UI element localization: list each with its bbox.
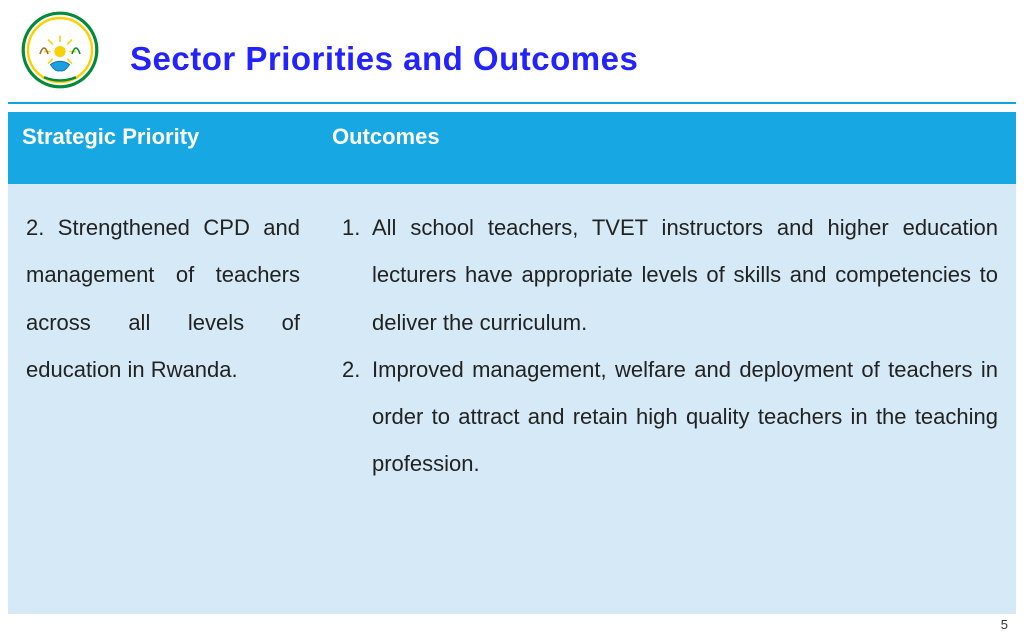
table-header-outcomes: Outcomes (318, 112, 1016, 184)
column-priority: Strategic Priority 2. Strengthened CPD a… (8, 112, 318, 614)
table-cell-priority: 2. Strengthened CPD and management of te… (8, 184, 318, 614)
list-item: All school teachers, TVET instructors an… (366, 204, 998, 346)
priorities-table: Strategic Priority 2. Strengthened CPD a… (8, 112, 1016, 614)
page-title: Sector Priorities and Outcomes (130, 40, 1004, 78)
title-container: Sector Priorities and Outcomes (130, 22, 1004, 78)
page-number: 5 (1001, 617, 1008, 632)
outcomes-list: All school teachers, TVET instructors an… (336, 204, 998, 488)
column-outcomes: Outcomes All school teachers, TVET instr… (318, 112, 1016, 614)
table-cell-outcomes: All school teachers, TVET instructors an… (318, 184, 1016, 614)
horizontal-rule (8, 102, 1016, 104)
list-item: Improved management, welfare and deploym… (366, 346, 998, 488)
header: Sector Priorities and Outcomes (0, 0, 1024, 90)
table-header-priority: Strategic Priority (8, 112, 318, 184)
national-emblem-icon (20, 10, 100, 90)
